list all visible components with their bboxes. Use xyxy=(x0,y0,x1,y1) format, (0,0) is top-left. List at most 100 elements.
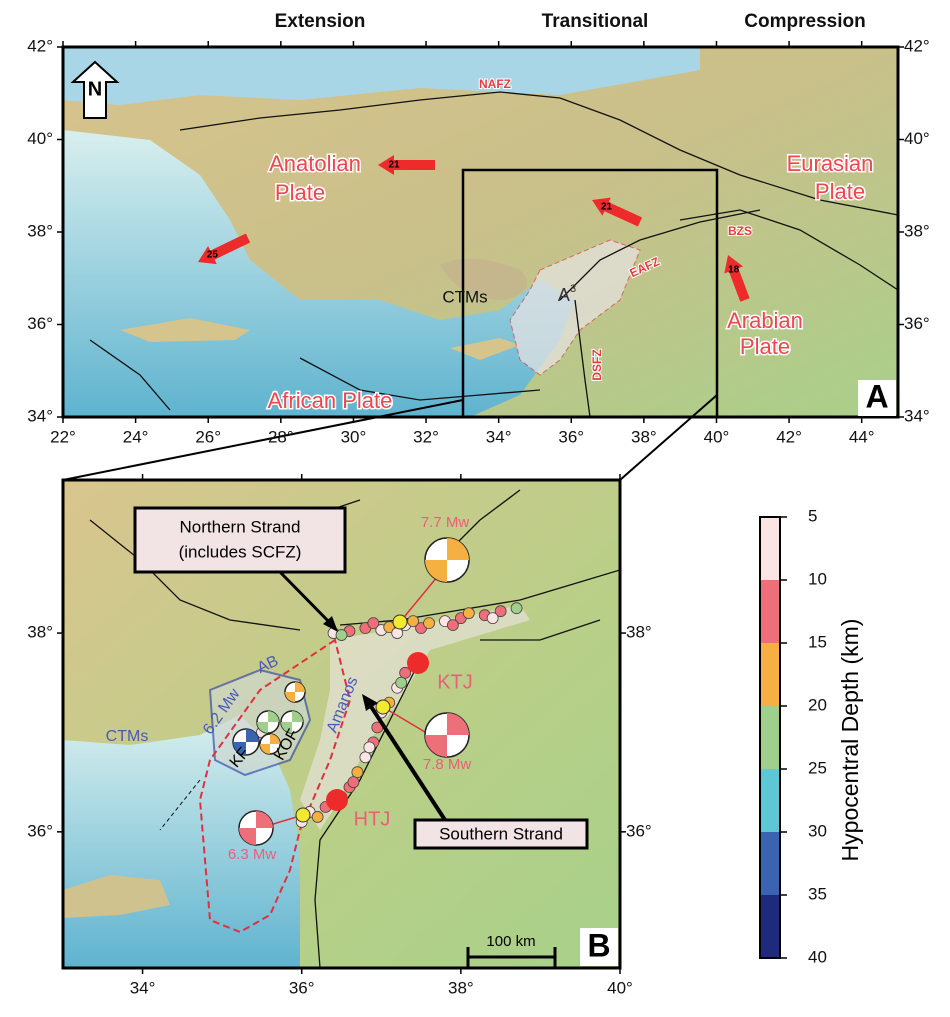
x-tick-label: 28° xyxy=(268,427,294,446)
event xyxy=(447,620,458,631)
triple-junction xyxy=(326,789,348,811)
y-tick-label: 36° xyxy=(904,314,930,333)
colorbar: 5 10 15 20 25 30 35 40 xyxy=(760,506,827,966)
x-tick-label: 40° xyxy=(607,978,633,997)
event xyxy=(352,767,363,778)
junction-label: KTJ xyxy=(437,671,473,693)
y-tick-label: 42° xyxy=(27,36,53,55)
junction-label: HTJ xyxy=(354,808,391,830)
y-tick-label: 38° xyxy=(27,623,53,642)
y-tick-label: 40° xyxy=(904,129,930,148)
plate-label: Arabian xyxy=(727,308,803,333)
event xyxy=(511,603,522,614)
figure: Extension Transitional Compression N NAF… xyxy=(0,0,950,1017)
colorbar-tick-label: 10 xyxy=(808,569,827,588)
epicenter xyxy=(393,615,407,629)
x-tick-label: 36° xyxy=(289,978,315,997)
x-tick-label: 34° xyxy=(486,427,512,446)
colorbar-segment xyxy=(760,643,780,706)
triple-junction xyxy=(407,652,429,674)
plate-label: Eurasian xyxy=(787,151,874,176)
y-tick-label: 36° xyxy=(27,821,53,840)
plate-label: Plate xyxy=(740,334,790,359)
colorbar-segment xyxy=(760,769,780,832)
colorbar-tick-label: 35 xyxy=(808,884,827,903)
north-label: N xyxy=(88,78,102,100)
y-tick-label: 34° xyxy=(27,406,53,425)
y-tick-label: 38° xyxy=(904,221,930,240)
a3-sup: 3 xyxy=(570,283,576,295)
strand-label: (includes SCFZ) xyxy=(179,542,302,561)
regime-label: Extension xyxy=(275,11,366,32)
y-tick-label: 36° xyxy=(626,821,652,840)
x-tick-label: 32° xyxy=(413,427,439,446)
event xyxy=(364,742,375,753)
magnitude-label: 7.7 Mw xyxy=(421,514,470,531)
plate-label: Plate xyxy=(275,180,325,205)
colorbar-segment xyxy=(760,832,780,895)
x-tick-label: 38° xyxy=(448,978,474,997)
plate-label: African Plate xyxy=(268,388,393,413)
event xyxy=(463,608,474,619)
magnitude-label: 7.8 Mw xyxy=(423,756,472,773)
panel-a-map xyxy=(63,47,898,417)
y-tick-label: 38° xyxy=(626,623,652,642)
colorbar-segment xyxy=(760,580,780,643)
epicenter xyxy=(296,808,310,822)
event xyxy=(348,777,359,788)
event xyxy=(408,616,419,627)
event xyxy=(368,618,379,629)
velocity-label: 21 xyxy=(601,201,613,212)
colorbar-tick-label: 40 xyxy=(808,947,827,966)
panel-label: A xyxy=(865,378,888,414)
scale-label: 100 km xyxy=(486,933,535,950)
strand-label: Southern Strand xyxy=(439,824,563,843)
event xyxy=(312,811,323,822)
x-tick-label: 24° xyxy=(123,427,149,446)
epicenter xyxy=(376,700,390,714)
event xyxy=(424,618,435,629)
colorbar-label: Hypocentral Depth (km) xyxy=(837,619,863,862)
a3-base: A xyxy=(558,285,570,305)
colorbar-tick-label: 30 xyxy=(808,821,827,840)
magnitude-label: 6.3 Mw xyxy=(228,846,277,863)
velocity-label: 25 xyxy=(207,250,219,261)
colorbar-tick-label: 25 xyxy=(808,758,827,777)
event xyxy=(487,613,498,624)
y-tick-label: 36° xyxy=(27,314,53,333)
colorbar-tick-label: 5 xyxy=(808,506,817,525)
velocity-label: 21 xyxy=(388,160,400,171)
event xyxy=(396,677,407,688)
regime-label: Transitional xyxy=(542,11,649,32)
colorbar-tick-label: 15 xyxy=(808,632,827,651)
ctms-label: CTMs xyxy=(442,287,487,306)
x-tick-label: 22° xyxy=(50,427,76,446)
y-tick-label: 34° xyxy=(904,406,930,425)
x-tick-label: 42° xyxy=(776,427,802,446)
y-tick-label: 42° xyxy=(904,36,930,55)
plate-label: Plate xyxy=(815,179,865,204)
colorbar-segment xyxy=(760,895,780,958)
fault-label: NAFZ xyxy=(479,77,511,91)
x-tick-label: 40° xyxy=(704,427,730,446)
x-tick-label: 34° xyxy=(130,978,156,997)
x-tick-label: 36° xyxy=(558,427,584,446)
x-tick-label: 30° xyxy=(341,427,367,446)
x-tick-label: 38° xyxy=(631,427,657,446)
y-tick-label: 38° xyxy=(27,221,53,240)
y-tick-label: 40° xyxy=(27,129,53,148)
x-tick-label: 26° xyxy=(195,427,221,446)
colorbar-segment xyxy=(760,517,780,580)
x-tick-label: 44° xyxy=(849,427,875,446)
event xyxy=(360,752,371,763)
colorbar-segment xyxy=(760,706,780,769)
velocity-label: 18 xyxy=(728,265,740,276)
fault-label: DSFZ xyxy=(590,349,604,380)
ctms-label: CTMs xyxy=(106,728,149,745)
colorbar-tick-label: 20 xyxy=(808,695,827,714)
plate-label: Anatolian xyxy=(269,151,361,176)
panel-label: B xyxy=(587,927,610,963)
strand-label: Northern Strand xyxy=(180,517,301,536)
fault-label: BZS xyxy=(728,224,752,238)
regime-label: Compression xyxy=(744,11,865,32)
